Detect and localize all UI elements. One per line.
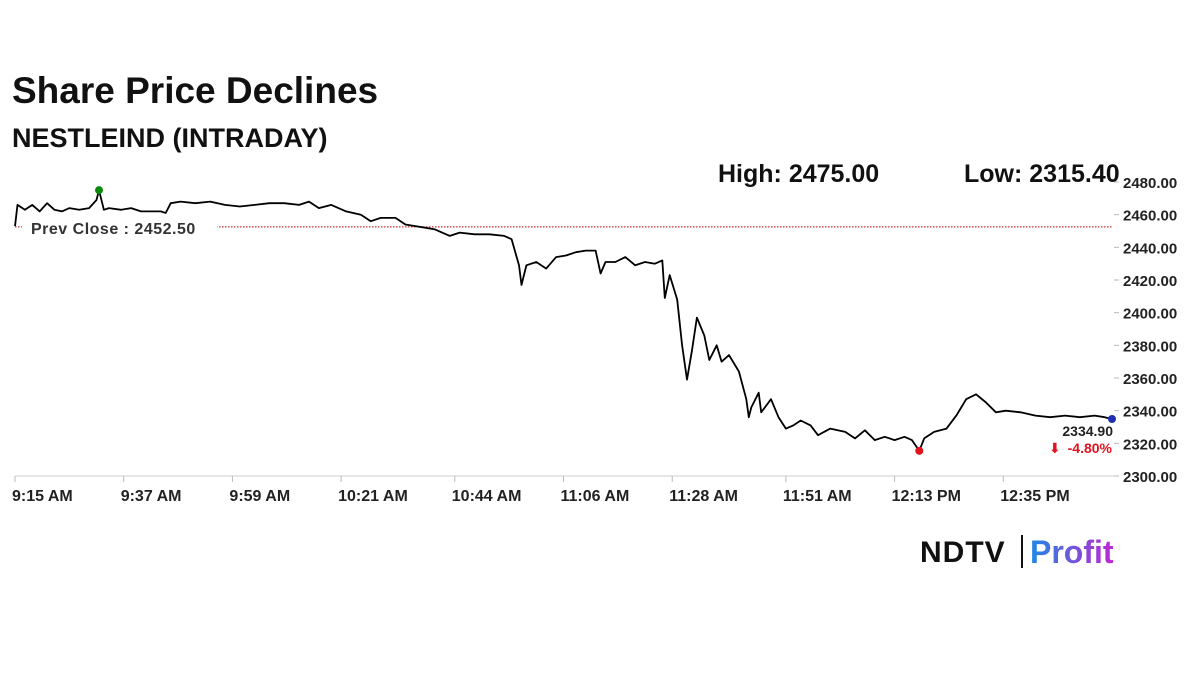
y-tick-label: 2480.00 — [1123, 175, 1177, 192]
price-marker — [915, 446, 924, 455]
y-tick-label: 2400.00 — [1123, 306, 1177, 323]
x-tick-label: 9:15 AM — [12, 488, 73, 505]
x-tick-label: 12:35 PM — [1000, 488, 1069, 505]
x-tick-label: 10:44 AM — [452, 488, 522, 505]
last-price-label: 2334.90 — [1062, 423, 1113, 439]
y-tick-label: 2360.00 — [1123, 371, 1177, 388]
x-tick-label: 12:13 PM — [892, 488, 961, 505]
x-tick-label: 11:06 AM — [561, 488, 630, 505]
y-tick-label: 2420.00 — [1123, 273, 1177, 290]
high-label: High: 2475.00 — [718, 160, 879, 188]
x-tick-label: 11:28 AM — [669, 488, 738, 505]
y-tick-label: 2340.00 — [1123, 404, 1177, 421]
change-arrow: ⬇ — [1049, 440, 1061, 456]
y-tick-label: 2460.00 — [1123, 208, 1177, 225]
brand-ndtv: NDTV — [920, 536, 1006, 569]
plot-area: 9:15 AM 9:37 AM 9:59 AM 10:21 AM 10:44 AM 11:… — [12, 175, 1177, 505]
change-label: -4.80% — [1068, 440, 1113, 456]
x-tick-label: 10:21 AM — [338, 488, 408, 505]
x-tick-label: 11:51 AM — [783, 488, 852, 505]
y-tick-label: 2440.00 — [1123, 240, 1177, 257]
y-tick-label: 2320.00 — [1123, 436, 1177, 453]
y-tick-label: 2380.00 — [1123, 338, 1177, 355]
x-tick-label: 9:59 AM — [229, 488, 290, 505]
x-tick-label: 9:37 AM — [121, 488, 182, 505]
brand-profit: Profit — [1030, 534, 1114, 570]
price-marker — [95, 186, 104, 195]
prev-close-label-bg — [22, 215, 217, 236]
prev-close-label: Prev Close : 2452.50 — [31, 221, 196, 238]
chart-subtitle: NESTLEIND (INTRADAY) — [12, 123, 328, 153]
price-line — [14, 189, 1113, 452]
chart-title: Share Price Declines — [12, 70, 378, 111]
low-label: Low: 2315.40 — [964, 160, 1120, 188]
price-marker — [1108, 414, 1116, 423]
y-tick-label: 2300.00 — [1123, 469, 1177, 486]
